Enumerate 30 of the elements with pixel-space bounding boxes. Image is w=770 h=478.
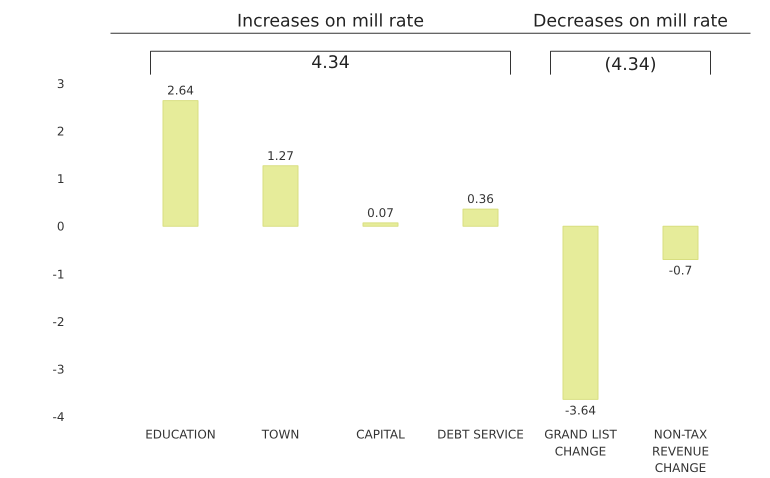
y-tick-label: 0 — [56, 220, 65, 234]
data-label: -0.7 — [668, 264, 692, 278]
data-label: -3.64 — [564, 403, 596, 418]
x-tick-label: EDUCATION — [145, 428, 216, 442]
y-tick-label: 1 — [56, 172, 65, 186]
bar — [162, 100, 198, 227]
y-tick-label: -3 — [52, 362, 65, 376]
y-tick-label: -1 — [52, 267, 65, 282]
bar — [462, 208, 498, 227]
text: Increases on mill rate — [237, 12, 424, 32]
bar — [362, 222, 398, 227]
y-tick-label: 3 — [56, 77, 65, 91]
y-tick-label: -4 — [52, 410, 65, 424]
data-label: 2.64 — [167, 84, 194, 98]
text: Decreases on mill rate — [533, 12, 728, 32]
x-tick-label: DEBT SERVICE — [437, 428, 524, 442]
bar — [262, 165, 298, 227]
x-tick-label: GRAND LIST CHANGE — [544, 428, 618, 458]
x-tick-label: CAPITAL — [356, 428, 406, 442]
bar — [662, 226, 698, 260]
x-tick-label: TOWN — [260, 428, 300, 442]
text: 4.34 — [311, 53, 350, 74]
data-label: 0.36 — [467, 192, 494, 206]
text: (4.34) — [604, 55, 657, 76]
data-label: 0.07 — [367, 206, 394, 220]
x-tick-label: NON-TAX REVENUE CHANGE — [652, 428, 710, 476]
y-tick-label: 2 — [56, 124, 65, 139]
data-label: 1.27 — [267, 148, 294, 163]
bar — [562, 226, 598, 400]
y-tick-label: -2 — [52, 314, 65, 329]
